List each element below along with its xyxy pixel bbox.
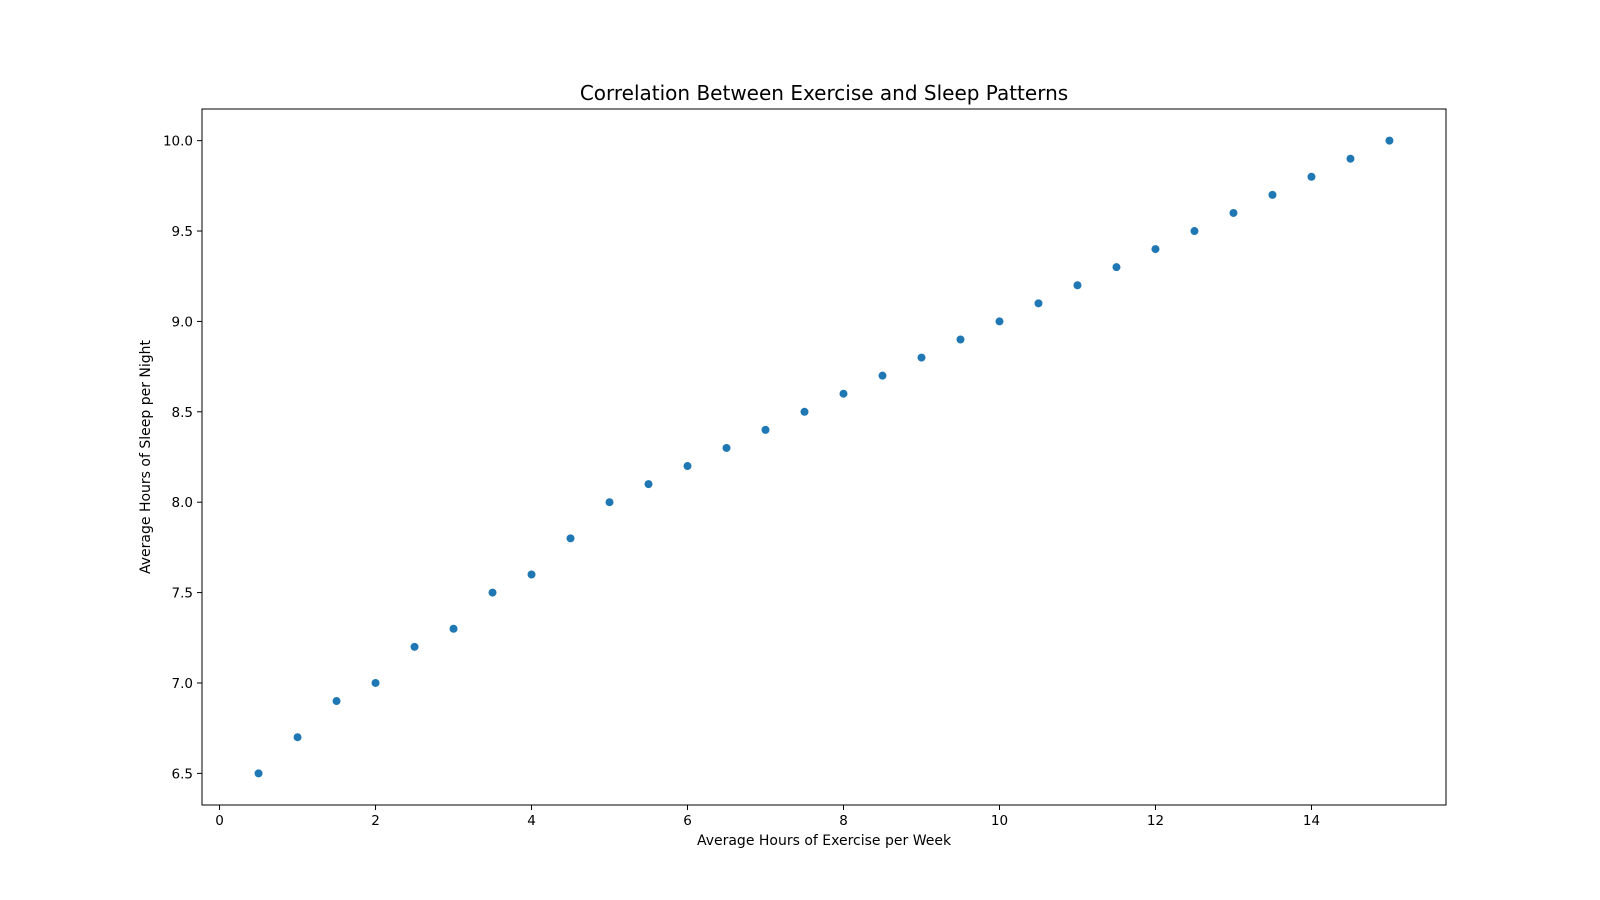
data-point: [527, 570, 536, 579]
data-point: [839, 389, 848, 398]
data-point: [761, 425, 770, 434]
data-point: [995, 317, 1004, 326]
y-axis-label: Average Hours of Sleep per Night: [138, 339, 154, 574]
data-point: [1151, 245, 1160, 254]
data-point: [878, 371, 887, 380]
data-point: [683, 462, 692, 471]
data-point: [1073, 281, 1082, 290]
data-point: [449, 624, 458, 633]
y-tick-label: 8.0: [172, 495, 193, 511]
data-point: [1385, 136, 1394, 145]
x-tick-label: 12: [1147, 813, 1164, 829]
data-point: [566, 534, 575, 543]
plot-area: [201, 108, 1447, 806]
y-tick-label: 6.5: [172, 766, 193, 782]
x-tick-label: 14: [1303, 813, 1320, 829]
x-tick-label: 6: [683, 813, 692, 829]
y-tick-label: 8.5: [172, 405, 193, 421]
data-point: [917, 353, 926, 362]
data-point: [1190, 227, 1199, 236]
data-point: [293, 733, 302, 742]
data-point: [1229, 208, 1238, 217]
y-tick-label: 10.0: [163, 134, 193, 150]
x-tick-label: 2: [371, 813, 380, 829]
y-tick-label: 9.0: [172, 314, 193, 330]
data-point: [488, 588, 497, 597]
data-point: [605, 498, 614, 507]
y-axis: 6.5 7.0 7.5 8.0 8.5 9.0 9.5 10.0: [163, 134, 202, 782]
x-tick-label: 10: [991, 813, 1008, 829]
y-tick-label: 7.5: [172, 586, 193, 602]
data-point: [332, 697, 341, 706]
x-axis-label: Average Hours of Exercise per Week: [697, 833, 952, 849]
y-tick-label: 9.5: [172, 224, 193, 240]
data-point: [800, 407, 809, 416]
data-point: [371, 678, 380, 687]
data-point: [1268, 190, 1277, 199]
data-points: [254, 136, 1394, 778]
x-tick-label: 0: [215, 813, 224, 829]
data-point: [1112, 263, 1121, 272]
data-point: [410, 642, 419, 651]
data-point: [1034, 299, 1043, 308]
data-point: [254, 769, 263, 778]
chart-title: Correlation Between Exercise and Sleep P…: [580, 81, 1068, 105]
data-point: [956, 335, 965, 344]
x-tick-label: 8: [839, 813, 848, 829]
x-axis: 0 2 4 6 8 10 12 14: [215, 805, 1320, 829]
data-point: [644, 480, 653, 489]
x-tick-label: 4: [527, 813, 536, 829]
data-point: [722, 443, 731, 452]
y-tick-label: 7.0: [172, 676, 193, 692]
data-point: [1307, 172, 1316, 181]
data-point: [1346, 154, 1355, 163]
